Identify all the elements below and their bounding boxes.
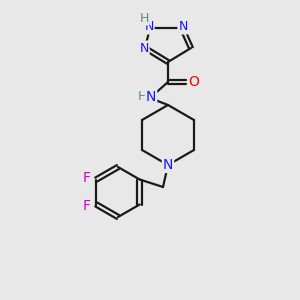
Text: N: N: [178, 20, 188, 34]
Text: O: O: [189, 75, 200, 89]
Text: F: F: [82, 200, 90, 214]
Text: H: H: [137, 91, 147, 103]
Text: F: F: [82, 170, 90, 184]
Text: N: N: [163, 158, 173, 172]
Text: H: H: [139, 11, 149, 25]
Text: N: N: [139, 41, 149, 55]
Text: N: N: [144, 20, 154, 34]
Text: N: N: [146, 90, 156, 104]
